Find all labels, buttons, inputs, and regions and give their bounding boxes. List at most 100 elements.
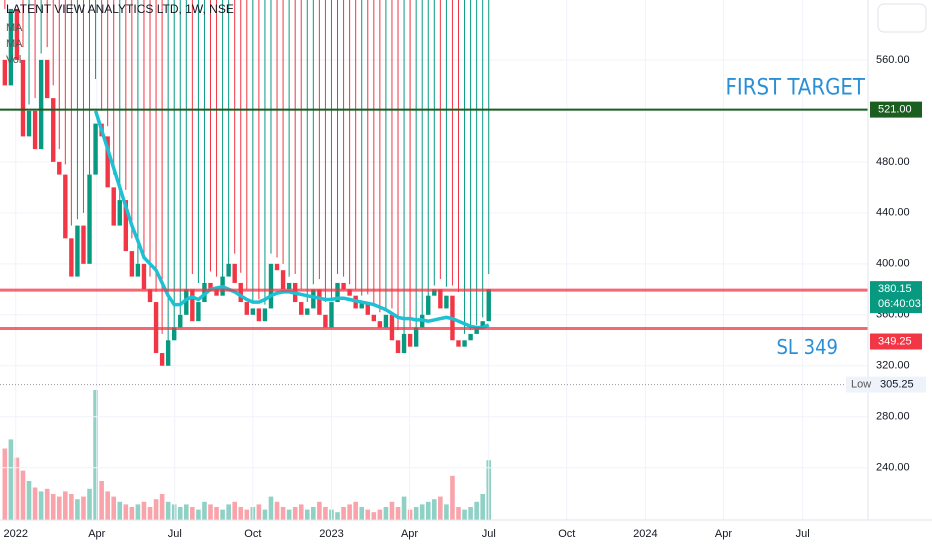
candle-body	[377, 321, 383, 328]
candle-body	[238, 282, 243, 303]
candle-body	[172, 327, 177, 341]
legend-item: MA	[6, 38, 23, 50]
candle-body	[57, 161, 62, 175]
candle-body	[117, 200, 122, 226]
volume-bar	[99, 481, 104, 520]
candle-body	[93, 123, 98, 175]
low-label-bg	[874, 376, 926, 393]
candle-body	[63, 174, 68, 239]
low-label: 305.25	[880, 378, 914, 390]
annotation: FIRST TARGET	[726, 76, 866, 101]
moving-average	[93, 110, 490, 330]
candle-body	[165, 340, 171, 366]
volume-bar	[141, 501, 147, 520]
candle-body	[347, 289, 352, 296]
volume-bar	[56, 496, 62, 520]
volume-bar	[298, 504, 304, 520]
volume-bar	[468, 507, 473, 520]
candle-body	[14, 8, 20, 60]
candle-body	[81, 225, 86, 264]
x-tick-label: Jul	[796, 528, 810, 540]
volume-bar	[177, 507, 183, 520]
volume-bar	[474, 501, 479, 520]
volume-bar	[26, 481, 32, 520]
volume-bar	[123, 504, 129, 520]
volume-bar	[401, 496, 407, 520]
x-tick-label: Apr	[88, 528, 105, 540]
x-tick-label: Oct	[558, 528, 575, 540]
candle-body	[456, 340, 461, 347]
candle-body	[274, 263, 280, 271]
candle-body	[371, 314, 377, 322]
x-tick-label: 2024	[633, 528, 657, 540]
settings-button[interactable]	[877, 3, 927, 33]
volume-bar	[159, 494, 165, 520]
candle-body	[280, 270, 286, 290]
last-price-bg	[870, 281, 922, 314]
volume-bar	[111, 496, 117, 520]
candle-body	[178, 314, 183, 328]
candle-body	[474, 327, 479, 334]
x-tick-label: 2022	[3, 528, 27, 540]
volume-bar	[311, 507, 316, 520]
volume-bar	[38, 491, 44, 520]
candle-body	[184, 289, 189, 315]
candle-body	[438, 289, 443, 309]
volume-bar	[444, 504, 449, 520]
candle-body	[383, 314, 389, 328]
price-layer	[0, 0, 868, 520]
legend-item: MA	[6, 22, 23, 34]
x-tick-label: Apr	[715, 528, 732, 540]
y-tick-label: 560.00	[876, 54, 910, 66]
candle-body	[105, 136, 110, 188]
volume-bar	[202, 501, 207, 520]
volume-bar	[75, 499, 80, 520]
volume-bar	[450, 475, 455, 520]
candle-body	[480, 321, 485, 328]
volume-bar	[50, 494, 56, 520]
candle-body	[26, 110, 32, 137]
volume-bar	[256, 504, 262, 520]
level-label: 521.00	[878, 104, 912, 116]
volume-bar	[8, 439, 14, 520]
volume-bar	[135, 504, 141, 520]
candle-body	[486, 289, 491, 322]
volume-bar	[292, 507, 298, 520]
y-tick-label: 240.00	[876, 462, 910, 474]
candle-body	[426, 295, 431, 315]
volume-bar	[165, 501, 171, 520]
candle-body	[250, 308, 256, 315]
candle-body	[305, 308, 310, 315]
volume-bar	[335, 512, 340, 520]
candle-body	[311, 289, 316, 309]
volume-bar	[323, 507, 328, 520]
volume-bar	[93, 390, 98, 520]
volume-bar	[371, 512, 377, 520]
candle-body	[244, 302, 249, 315]
candle-body	[268, 263, 274, 309]
candle-body	[135, 263, 141, 277]
volume-bar	[105, 491, 110, 520]
volume-bar	[383, 507, 389, 520]
candle-body	[226, 263, 231, 277]
volume-bar	[184, 504, 189, 520]
candle-body	[123, 200, 129, 252]
volume-bar	[232, 501, 237, 520]
candle-body	[401, 333, 407, 354]
volume-layer	[2, 390, 492, 520]
volume-bar	[196, 509, 201, 520]
volume-bar	[2, 448, 8, 520]
volume-bar	[32, 487, 38, 520]
x-tick-label: Oct	[244, 528, 261, 540]
candle-body	[87, 174, 92, 264]
candle-body	[462, 340, 467, 347]
volume-bar	[129, 507, 135, 520]
candle-body	[208, 282, 213, 290]
volume-bar	[480, 494, 485, 520]
volume-bar	[44, 488, 50, 520]
volume-bar	[81, 496, 86, 520]
candle-body	[159, 353, 165, 366]
volume-bar	[14, 457, 20, 520]
candle-body	[111, 187, 116, 226]
